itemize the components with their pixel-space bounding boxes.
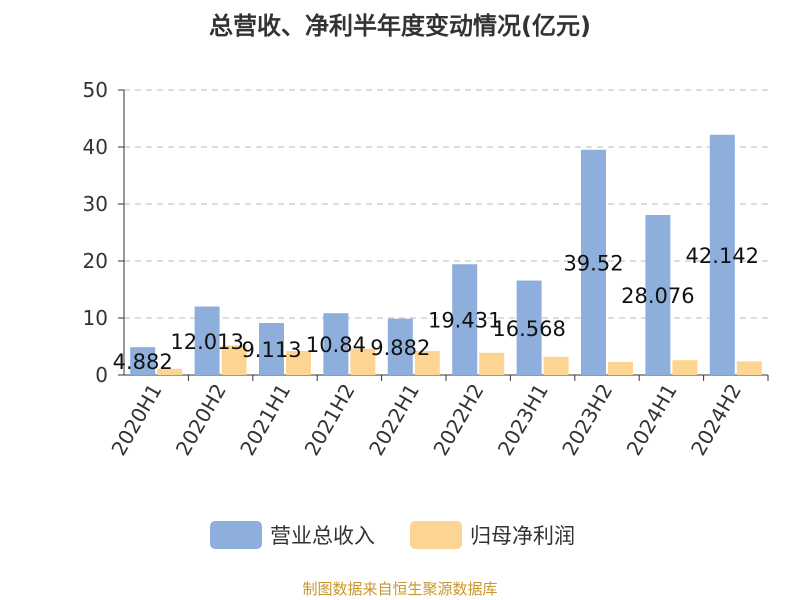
x-tick-label: 2020H2 xyxy=(171,380,231,460)
bar-net-profit xyxy=(350,348,376,375)
y-tick-label: 30 xyxy=(83,192,108,216)
y-tick-label: 0 xyxy=(95,363,108,387)
gridlines xyxy=(124,89,768,319)
data-label: 9.113 xyxy=(241,338,301,362)
bar-revenue xyxy=(452,264,478,375)
data-label: 28.076 xyxy=(621,284,694,308)
y-tick-label: 20 xyxy=(83,249,108,273)
bar-revenue xyxy=(581,149,606,375)
x-tick-label: 2022H2 xyxy=(428,380,488,460)
chart-title: 总营收、净利半年度变动情况(亿元) xyxy=(209,12,591,40)
legend-swatch xyxy=(210,521,262,549)
legend-label: 营业总收入 xyxy=(270,524,375,548)
bar-revenue xyxy=(194,306,220,375)
y-tick-label: 10 xyxy=(83,306,108,330)
x-tick-label: 2022H1 xyxy=(364,380,424,460)
data-label: 9.882 xyxy=(370,336,430,360)
x-tick-label: 2021H1 xyxy=(235,380,295,460)
bars xyxy=(130,134,762,375)
legend-label: 归母净利润 xyxy=(470,524,575,548)
data-label: 12.013 xyxy=(170,330,243,354)
bar-revenue xyxy=(709,134,735,375)
y-tick-label: 40 xyxy=(83,135,108,159)
bar-revenue xyxy=(323,313,349,375)
x-tick-label: 2020H1 xyxy=(106,380,166,460)
bar-revenue xyxy=(516,280,542,375)
bar-net-profit xyxy=(414,351,440,375)
data-label: 39.52 xyxy=(563,251,623,275)
bar-net-profit xyxy=(736,361,762,375)
legend-swatch xyxy=(410,521,462,549)
bar-net-profit xyxy=(543,356,569,375)
bar-revenue xyxy=(645,214,671,375)
bar-revenue xyxy=(387,318,413,375)
x-tick-label: 2023H2 xyxy=(557,380,617,460)
bar-net-profit xyxy=(286,351,311,375)
data-label: 42.142 xyxy=(686,244,759,268)
bar-net-profit xyxy=(221,345,247,375)
data-label: 16.568 xyxy=(492,317,565,341)
x-tick-label: 2023H1 xyxy=(493,380,553,460)
source-note: 制图数据来自恒生聚源数据库 xyxy=(302,580,497,598)
data-label: 19.431 xyxy=(428,309,501,333)
x-tick-label: 2024H2 xyxy=(686,380,746,460)
y-tick-label: 50 xyxy=(83,78,108,102)
x-tick-label: 2021H2 xyxy=(300,380,360,460)
x-tick-label: 2024H1 xyxy=(622,380,682,460)
bar-revenue xyxy=(130,347,156,375)
bar-revenue xyxy=(259,323,284,375)
legend: 营业总收入 归母净利润 xyxy=(210,521,575,549)
bar-net-profit xyxy=(608,361,633,375)
bar-net-profit xyxy=(157,368,183,375)
data-label: 10.84 xyxy=(306,333,366,357)
bar-net-profit xyxy=(479,352,505,375)
bar-net-profit xyxy=(672,360,698,375)
data-label: 4.882 xyxy=(113,350,173,374)
